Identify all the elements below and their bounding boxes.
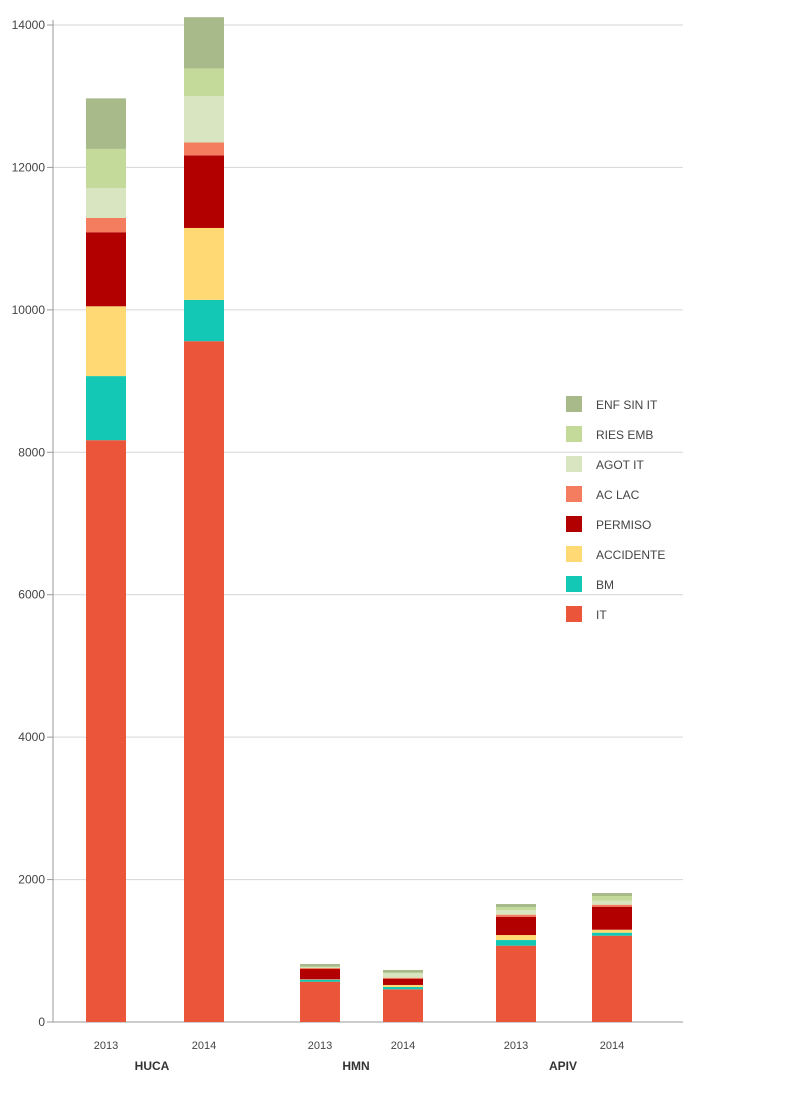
legend-label: AC LAC <box>596 488 640 502</box>
legend-item: IT <box>566 606 607 622</box>
bar-segment-ries-emb <box>496 907 536 910</box>
bar-segment-bm <box>383 987 423 989</box>
y-tick-label: 4000 <box>18 730 45 744</box>
y-tick-label: 2000 <box>18 873 45 887</box>
bar-segment-bm <box>184 300 224 341</box>
legend-label: RIES EMB <box>596 428 653 442</box>
legend-item: BM <box>566 576 614 592</box>
legend-swatch <box>566 606 582 622</box>
bar-segment-enf-sin-it <box>300 964 340 967</box>
x-tick-label: 2013 <box>308 1040 332 1052</box>
legend-item: ENF SIN IT <box>566 396 658 412</box>
legend-label: ACCIDENTE <box>596 548 665 562</box>
bar-segment-accidente <box>383 985 423 987</box>
bar-segment-it <box>86 440 126 1022</box>
bar-stack <box>496 904 536 1022</box>
bar-segment-it <box>300 982 340 1022</box>
group-label: HMN <box>342 1059 369 1073</box>
bar-segment-bm <box>86 376 126 440</box>
legend-swatch <box>566 396 582 412</box>
x-axis-labels: 2013 2014 2013 2014 2013 2014 HUCA HMN APIV <box>94 1040 624 1073</box>
x-tick-label: 2014 <box>391 1040 415 1052</box>
bar-segment-ries-emb <box>184 68 224 96</box>
bar-stack <box>184 17 224 1022</box>
legend-label: BM <box>596 578 614 592</box>
bar-segment-ac-lac <box>300 968 340 969</box>
y-axis-ticks: 0 2000 4000 6000 8000 10000 12000 14000 <box>12 18 53 1029</box>
bar-segment-ac-lac <box>184 143 224 156</box>
legend-label: ENF SIN IT <box>596 398 658 412</box>
bar-segment-agot-it <box>86 188 126 218</box>
legend-item: AC LAC <box>566 486 640 502</box>
bar-segment-ries-emb <box>86 149 126 188</box>
bar-stack <box>86 98 126 1022</box>
group-label: HUCA <box>135 1059 170 1073</box>
bar-segment-enf-sin-it <box>592 893 632 896</box>
bar-stack <box>383 970 423 1022</box>
bar-segment-permiso <box>383 979 423 985</box>
legend-item: AGOT IT <box>566 456 644 472</box>
bar-segment-ries-emb <box>383 973 423 974</box>
bar-segment-agot-it <box>383 973 423 977</box>
bar-segment-it <box>383 989 423 1022</box>
legend-label: PERMISO <box>596 518 651 532</box>
bar-segment-enf-sin-it <box>383 970 423 973</box>
y-tick-label: 12000 <box>12 160 46 174</box>
legend-item: RIES EMB <box>566 426 653 442</box>
bar-segment-accidente <box>592 930 632 933</box>
bar-stack <box>300 964 340 1022</box>
bar-segment-agot-it <box>184 96 224 142</box>
legend-item: PERMISO <box>566 516 651 532</box>
legend-swatch <box>566 516 582 532</box>
y-tick-label: 14000 <box>12 18 46 32</box>
bar-segment-ries-emb <box>592 896 632 901</box>
legend-swatch <box>566 576 582 592</box>
legend-swatch <box>566 426 582 442</box>
x-tick-label: 2014 <box>600 1040 624 1052</box>
legend-item: ACCIDENTE <box>566 546 665 562</box>
x-tick-label: 2013 <box>504 1040 528 1052</box>
bar-stack <box>592 893 632 1022</box>
bar-segment-agot-it <box>592 901 632 905</box>
bar-segment-bm <box>300 980 340 982</box>
x-tick-label: 2013 <box>94 1040 118 1052</box>
bar-segment-bm <box>592 933 632 936</box>
bar-segment-ac-lac <box>86 218 126 232</box>
bar-segment-enf-sin-it <box>86 98 126 149</box>
y-tick-label: 10000 <box>12 303 46 317</box>
grid-lines <box>53 20 683 1022</box>
legend-swatch <box>566 456 582 472</box>
legend-swatch <box>566 546 582 562</box>
bar-segment-accidente <box>496 935 536 940</box>
legend-label: IT <box>596 608 607 622</box>
bar-segment-enf-sin-it <box>496 904 536 907</box>
bar-segment-it <box>592 936 632 1022</box>
bar-segment-it <box>496 946 536 1022</box>
legend-swatch <box>566 486 582 502</box>
bar-segment-permiso <box>496 917 536 935</box>
bar-segment-bm <box>496 940 536 946</box>
bar-segment-ac-lac <box>383 978 423 979</box>
bar-segment-enf-sin-it <box>184 17 224 68</box>
bar-segment-ac-lac <box>592 905 632 907</box>
group-label: APIV <box>549 1059 577 1073</box>
bar-segment-accidente <box>86 306 126 376</box>
y-tick-label: 0 <box>38 1015 45 1029</box>
x-tick-label: 2014 <box>192 1040 216 1052</box>
bar-segment-accidente <box>184 228 224 300</box>
y-tick-label: 6000 <box>18 588 45 602</box>
bar-segment-permiso <box>86 232 126 306</box>
bar-segment-agot-it <box>496 910 536 915</box>
bar-segment-permiso <box>300 969 340 979</box>
y-tick-label: 8000 <box>18 445 45 459</box>
legend-label: AGOT IT <box>596 458 644 472</box>
bar-segment-permiso <box>592 907 632 930</box>
bar-segment-ries-emb <box>300 967 340 968</box>
bar-segment-agot-it <box>300 967 340 968</box>
legend: ENF SIN IT RIES EMB AGOT IT AC LAC PERMISO AC… <box>566 396 665 622</box>
bar-segment-ac-lac <box>496 915 536 917</box>
bar-segment-it <box>184 341 224 1022</box>
bar-segment-permiso <box>184 155 224 228</box>
